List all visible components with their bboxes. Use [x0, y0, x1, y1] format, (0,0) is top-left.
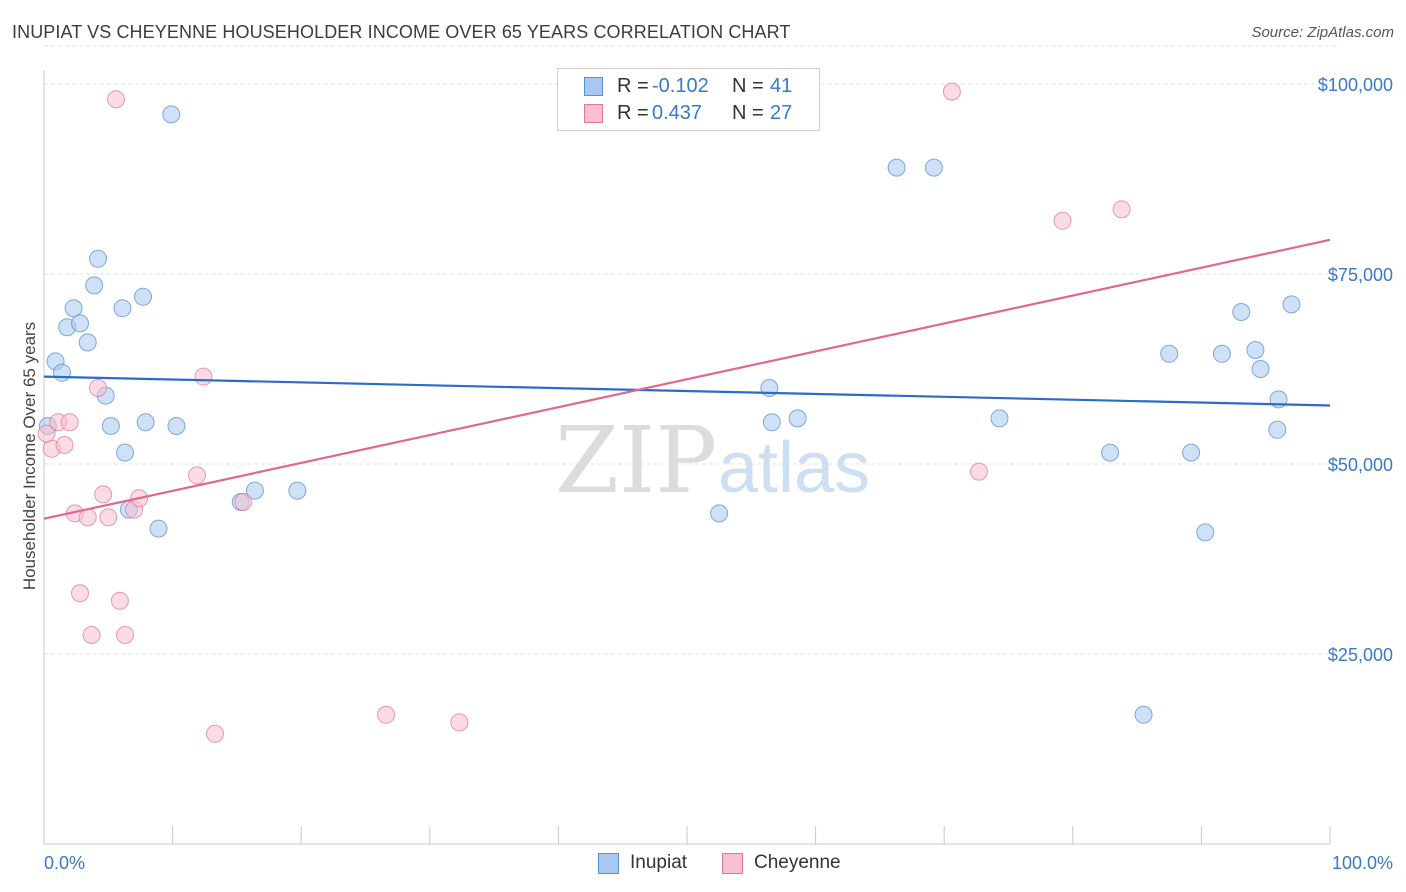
inupiat-point [245, 481, 264, 500]
cheyenne-point [37, 424, 56, 443]
inupiat-point [1282, 295, 1301, 314]
axes [43, 70, 1331, 845]
inupiat-point [162, 105, 181, 124]
inupiat-point [1160, 344, 1179, 363]
inupiat-point [101, 417, 120, 435]
cheyenne-trend-line [43, 238, 1331, 520]
legend-r-label: R = [617, 75, 649, 97]
y-tick-label: $50,000 [1328, 455, 1393, 475]
cheyenne-point [89, 379, 108, 397]
legend-n-label: N = [732, 75, 764, 97]
inupiat-point [78, 333, 97, 352]
bottom-legend-swatch-cheyenne [722, 853, 743, 874]
y-axis-label: Householder Income Over 65 years [20, 322, 39, 590]
cheyenne-point [116, 626, 135, 644]
cheyenne-point [188, 466, 207, 485]
bottom-legend-label-inupiat: Inupiat [630, 852, 688, 873]
cheyenne-point [94, 485, 113, 504]
cheyenne-point [377, 705, 396, 724]
legend-swatch-inupiat [584, 77, 603, 96]
inupiat-point [710, 504, 729, 523]
inupiat-point [924, 158, 943, 177]
cheyenne-point [110, 591, 129, 610]
inupiat-point [1251, 360, 1270, 378]
y-tick-label: $100,000 [1318, 75, 1393, 95]
inupiat-point [136, 413, 155, 432]
bottom-legend-swatch-inupiat [598, 853, 619, 874]
inupiat-point [85, 276, 104, 295]
legend-n-value: 41 [770, 75, 793, 97]
inupiat-point [1212, 344, 1231, 363]
inupiat-point [116, 443, 135, 462]
inupiat-point [1101, 443, 1120, 462]
source-label: Source: ZipAtlas.com [1251, 24, 1394, 41]
cheyenne-point [55, 436, 74, 454]
cheyenne-point [206, 724, 225, 743]
inupiat-point [1232, 303, 1251, 321]
inupiat-point [113, 299, 132, 318]
inupiat-point [1268, 420, 1287, 439]
legend-swatch-cheyenne [584, 104, 603, 123]
inupiat-point [149, 519, 168, 538]
inupiat-point [71, 314, 90, 333]
trend-lines [43, 238, 1331, 520]
cheyenne-point [194, 367, 213, 386]
inupiat-point [990, 409, 1009, 428]
inupiat-point [89, 249, 108, 268]
legend: R = -0.102 N = 41 R = 0.437 N = 27 [557, 68, 820, 131]
inupiat-point [134, 287, 153, 306]
cheyenne-point [99, 508, 118, 527]
inupiat-point [1196, 523, 1215, 542]
y-tick-label: $25,000 [1328, 645, 1393, 665]
inupiat-point [1246, 341, 1265, 359]
legend-r-value: -0.102 [652, 75, 709, 97]
watermark: ZIP atlas [555, 407, 870, 514]
cheyenne-point [1112, 200, 1131, 219]
cheyenne-point [1053, 211, 1072, 230]
cheyenne-point [969, 462, 988, 481]
grid-lines [44, 45, 1340, 655]
inupiat-point [788, 409, 807, 428]
cheyenne-point [450, 713, 469, 732]
legend-r-label: R = [617, 102, 649, 124]
y-tick-label: $75,000 [1328, 265, 1393, 285]
inupiat-point [64, 299, 83, 318]
bottom-legend-label-cheyenne: Cheyenne [754, 852, 841, 873]
legend-n-label: N = [732, 102, 764, 124]
inupiat-point [53, 363, 72, 382]
inupiat-point [1182, 443, 1201, 462]
cheyenne-point [107, 90, 126, 109]
inupiat-trend-line [43, 375, 1331, 407]
chart-title: INUPIAT VS CHEYENNE HOUSEHOLDER INCOME O… [12, 22, 791, 42]
inupiat-point [762, 413, 781, 432]
x-tick-label: 100.0% [1332, 853, 1393, 873]
cheyenne-point [82, 626, 101, 644]
watermark-atlas: atlas [718, 428, 870, 508]
inupiat-point [1134, 705, 1153, 724]
legend-n-value: 27 [770, 102, 793, 124]
cheyenne-point [942, 82, 961, 101]
cheyenne-point [60, 413, 79, 432]
inupiat-point [288, 481, 307, 500]
inupiat-point [887, 158, 906, 177]
x-tick-label: 0.0% [44, 853, 85, 873]
watermark-zip: ZIP [555, 407, 717, 514]
cheyenne-point [234, 493, 253, 511]
tick-labels: $25,000 $50,000 $75,000 $100,000 0.0% 100.0% [44, 75, 1393, 873]
legend-r-value: 0.437 [652, 102, 703, 124]
cheyenne-point [71, 584, 90, 603]
inupiat-point [167, 417, 186, 435]
